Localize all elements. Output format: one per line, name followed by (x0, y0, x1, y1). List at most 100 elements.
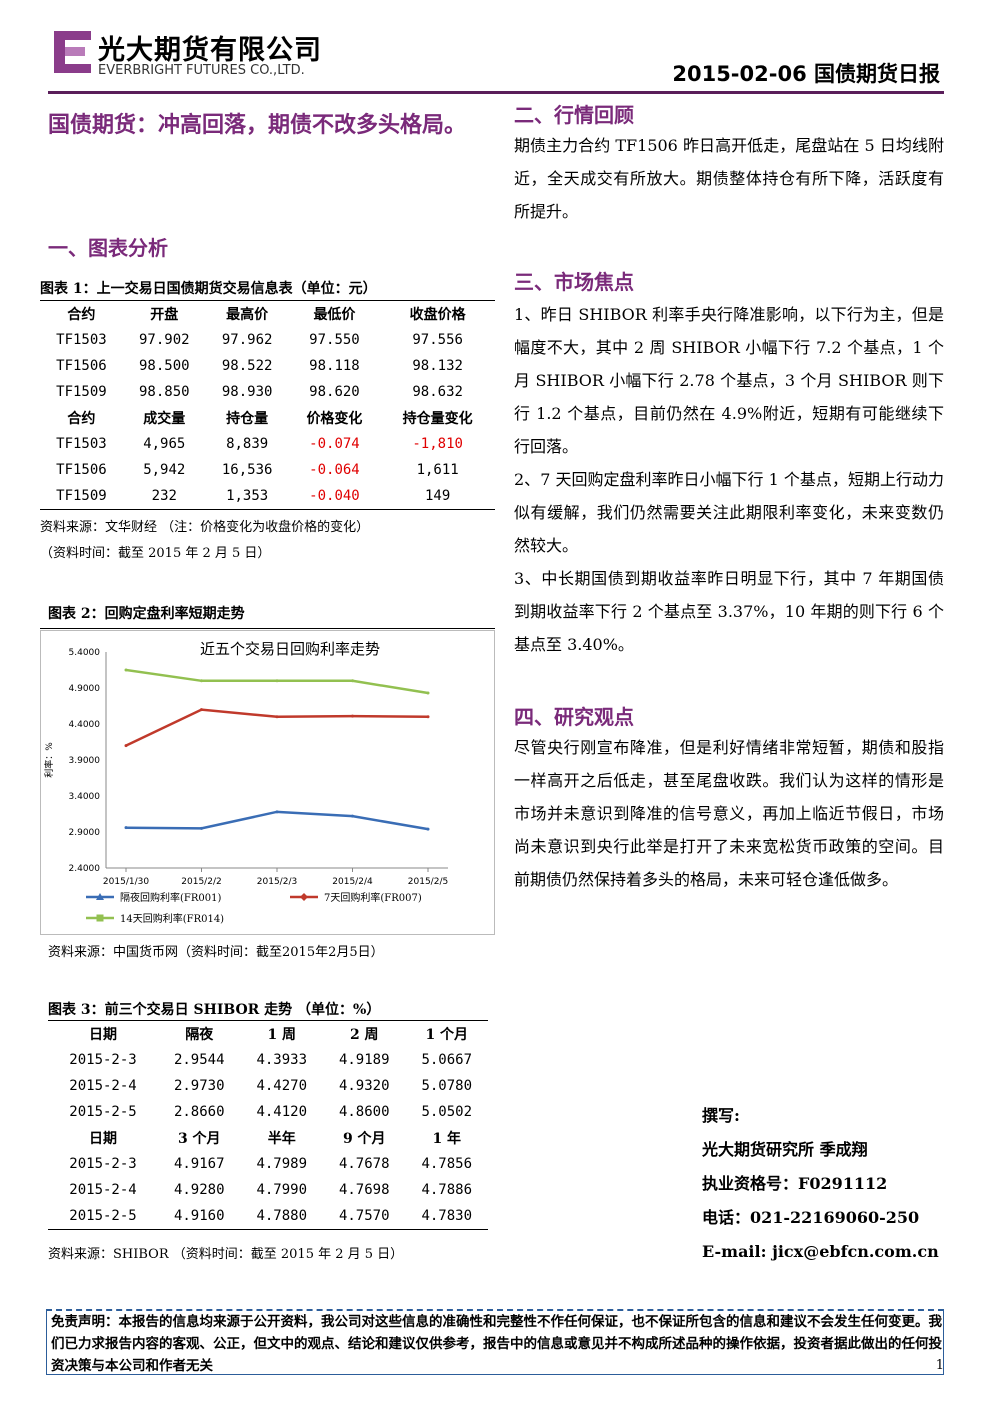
table-row: TF1509 98.850 98.930 98.620 98.632 (40, 379, 495, 405)
data-point (124, 668, 128, 672)
table-cell: 4.7990 (256, 1182, 308, 1198)
table-cell: 开盘 (122, 300, 206, 327)
table-cell: -0.074 (309, 436, 360, 452)
table-cell: TF1503 (56, 436, 107, 452)
x-tick-label: 2015/2/3 (257, 877, 297, 887)
table-cell: 日期 (48, 1020, 158, 1047)
table-cell: 5.0667 (421, 1052, 473, 1068)
y-tick-label: 3.4000 (69, 792, 101, 802)
section-title-market-review: 二、行情回顾 (514, 103, 634, 127)
table-cell: 1 年 (432, 1131, 462, 1147)
table-cell: 4.7880 (240, 1203, 323, 1230)
market-review-text: 期债主力合约 TF1506 昨日高开低走，尾盘站在 5 日均线附近，全天成交有所… (514, 136, 944, 221)
table3-source: 资料来源：SHIBOR （资料时间：截至 2015 年 2 月 5 日） (48, 1247, 404, 1262)
table-cell: 4.9189 (338, 1052, 390, 1068)
table1-caption: 图表 1：上一交易日国债期货交易信息表（单位：元） (40, 281, 377, 297)
table-cell: 日期 (89, 1131, 117, 1147)
table-header-row: 合约 开盘 最高价 最低价 收盘价格 (40, 300, 495, 327)
table-cell: 4.7678 (338, 1156, 390, 1172)
table-row: TF1506 5,942 16,536 -0.064 1,611 (40, 457, 495, 483)
table-cell: 8,839 (226, 436, 269, 452)
data-point (124, 826, 128, 830)
table-cell: 最高价 (205, 300, 289, 327)
company-name-en: EVERBRIGHT FUTURES CO.,LTD. (98, 63, 305, 78)
author-name: 光大期货研究所 季成翔 (702, 1140, 868, 1159)
table-cell: 4.7989 (256, 1156, 308, 1172)
table-cell: 收盘价格 (380, 300, 495, 327)
table-cell: TF1503 (56, 332, 107, 348)
data-point (275, 715, 279, 719)
data-point (351, 714, 354, 718)
table-cell: -1,810 (412, 436, 463, 452)
table-cell: 4.7856 (421, 1156, 473, 1172)
report-title: 2015-02-06 国债期货日报 (672, 62, 940, 86)
table1-source-time: （资料时间：截至 2015 年 2 月 5 日） (40, 546, 271, 561)
table-row: 2015-2-5 2.8660 4.4120 4.8600 5.0502 (48, 1099, 488, 1125)
table-cell: TF1509 (56, 384, 107, 400)
y-tick-label: 4.9000 (69, 684, 101, 694)
table-cell: 98.620 (309, 384, 360, 400)
table-cell: 1 个月 (405, 1020, 488, 1047)
y-axis-label: 利率：% (43, 742, 55, 778)
table-row: TF1509 232 1,353 -0.040 149 (40, 483, 495, 510)
table-cell: 半年 (267, 1131, 296, 1147)
table-header-row: 合约 成交量 持仓量 价格变化 持仓量变化 (40, 405, 495, 431)
table-cell: 2 周 (323, 1020, 406, 1047)
table-cell: 232 (122, 483, 206, 510)
table-cell: 2.8660 (173, 1104, 225, 1120)
table-cell: -0.040 (288, 483, 381, 510)
legend-label: 7天回购利率(FR007) (324, 891, 422, 904)
table-cell: 97.550 (309, 332, 360, 348)
table-cell: 4.9320 (338, 1078, 390, 1094)
author-email[interactable]: E-mail: jicx@ebfcn.com.cn (702, 1242, 939, 1261)
x-tick-label: 2015/2/2 (181, 877, 221, 887)
table-cell: 98.632 (412, 384, 463, 400)
chart-border (40, 630, 495, 935)
table-cell: 5,942 (143, 462, 186, 478)
table-cell: 持仓量变化 (402, 411, 473, 427)
table-row: 2015-2-4 2.9730 4.4270 4.9320 5.0780 (48, 1073, 488, 1099)
table-cell: 持仓量 (226, 411, 269, 427)
table-cell: 1,611 (416, 462, 459, 478)
table-cell: 16,536 (221, 462, 273, 478)
disclaimer: 免责声明：本报告的信息均来源于公开资料，我公司对这些信息的准确性和完整性不作任何… (46, 1309, 944, 1375)
table-row: TF1503 97.902 97.962 97.550 97.556 (40, 327, 495, 353)
x-tick-label: 2015/2/5 (408, 877, 448, 887)
table-cell: 4.9280 (173, 1182, 225, 1198)
table-cell: 4.7698 (338, 1182, 390, 1198)
legend-marker (300, 893, 308, 901)
y-tick-label: 3.9000 (69, 756, 101, 766)
data-point (200, 708, 203, 712)
table-cell: -0.064 (309, 462, 360, 478)
repo-rate-chart: 近五个交易日回购利率走势 5.4000 4.9000 4.4000 3.9000 3.40… (40, 630, 495, 935)
table-cell: 2015-2-5 (48, 1203, 158, 1230)
table-cell: TF1506 (56, 358, 107, 374)
table-cell: 2.9730 (173, 1078, 225, 1094)
table-cell: 149 (380, 483, 495, 510)
table-cell: 97.556 (412, 332, 463, 348)
legend-label: 隔夜回购利率(FR001) (120, 891, 221, 904)
data-point (124, 744, 128, 748)
section-title-market-focus: 三、市场焦点 (514, 270, 634, 294)
page-number: 1 (935, 1358, 944, 1373)
table-row: TF1503 4,965 8,839 -0.074 -1,810 (40, 431, 495, 457)
table-header-row: 日期 3 个月 半年 9 个月 1 年 (48, 1125, 488, 1151)
table-cell: 4.7830 (405, 1203, 488, 1230)
section-title-research-view: 四、研究观点 (514, 705, 634, 729)
table-cell: 合约 (40, 300, 123, 327)
chart-source: 资料来源：中国货币网（资料时间：截至2015年2月5日） (48, 945, 384, 960)
market-focus-item-1: 1、昨日 SHIBOR 利率手央行降准影响，以下行为主，但是幅度不大，其中 2 … (514, 305, 944, 456)
legend-marker (96, 914, 104, 922)
data-point (351, 679, 354, 683)
table-cell: 98.522 (221, 358, 273, 374)
table-cell: 2015-2-3 (69, 1052, 137, 1068)
company-logo (54, 31, 91, 73)
data-point (426, 827, 430, 831)
data-point (351, 814, 354, 818)
y-tick-label: 2.4000 (69, 864, 101, 874)
table-cell: 4.3933 (256, 1052, 308, 1068)
table-cell: 4.7570 (323, 1203, 406, 1230)
author-block: 撰写: 光大期货研究所 季成翔 执业资格号：F0291112 电话：021-22… (702, 1099, 939, 1269)
section-title-chart-analysis: 一、图表分析 (48, 236, 168, 260)
